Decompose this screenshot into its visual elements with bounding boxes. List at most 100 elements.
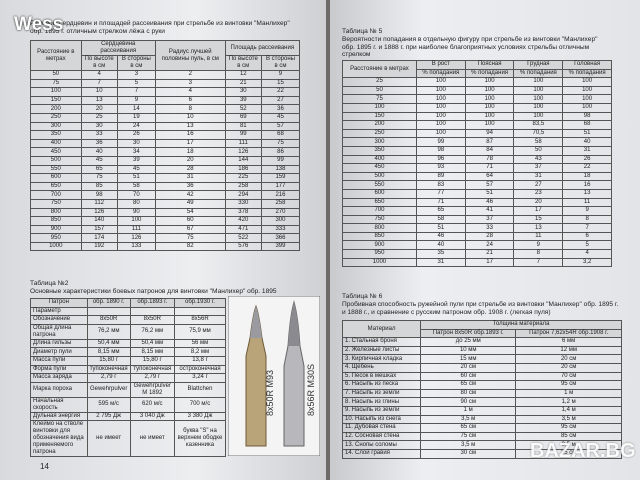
table-cell: 100 bbox=[562, 85, 612, 96]
table-cell: 300 bbox=[342, 137, 417, 147]
header: % попадания bbox=[562, 68, 612, 79]
table-cell: 68 bbox=[260, 130, 301, 140]
table-cell: 13 bbox=[154, 121, 226, 132]
table-cell: Blattchen bbox=[173, 381, 227, 398]
table-cell: 330 bbox=[224, 198, 262, 209]
table-cell: 750 bbox=[342, 214, 417, 225]
table-cell: 250 bbox=[30, 112, 82, 123]
table-row: 450 40 34 18 126 86 bbox=[30, 147, 301, 157]
table-cell: 17 bbox=[464, 257, 515, 268]
table-cell: 1000 bbox=[342, 257, 417, 268]
table-cell: 76,2 мм bbox=[129, 323, 175, 340]
table-row: Обозначение 8x50R 8x50R 8x56R bbox=[30, 315, 227, 325]
table-cell: 420 bbox=[224, 216, 262, 226]
table-row: 4. Щебень 20 см 20 см bbox=[341, 362, 622, 373]
header: % попадания bbox=[513, 68, 564, 79]
table-row: 500 89 64 31 18 bbox=[342, 171, 612, 182]
table-row: 800 51 33 13 7 bbox=[342, 223, 612, 233]
table-cell: 31 bbox=[513, 171, 564, 182]
table-cell: 400 bbox=[30, 138, 82, 149]
table-cell: 100 bbox=[464, 120, 515, 130]
table-cell: 24 bbox=[464, 240, 515, 251]
table-cell: 2 795 Дж bbox=[86, 411, 131, 422]
table-cell: 75,9 мм bbox=[173, 323, 227, 340]
table-cell: 700 м/с bbox=[173, 396, 227, 413]
table-cell: 65 bbox=[80, 164, 118, 175]
cartridge-photo: 8x50R M93 8x56R M30S bbox=[228, 296, 320, 456]
header: Толщина материала bbox=[420, 320, 622, 330]
table-cell: 1000 bbox=[30, 241, 82, 252]
table-cell: 34 bbox=[116, 147, 156, 157]
table-cell: не имеет bbox=[86, 420, 131, 458]
header: Расстояние в метрах bbox=[30, 40, 82, 71]
table-cell: 51 bbox=[415, 223, 466, 233]
table-row: 850 140 100 60 420 300 bbox=[30, 216, 301, 226]
table-cell: 1. Стальная броня bbox=[341, 337, 422, 347]
table-cell: 50 bbox=[342, 85, 417, 96]
table-cell: 144 bbox=[224, 155, 262, 166]
table-cell: Масса заряда bbox=[30, 373, 88, 383]
header: обр.1930 г. bbox=[173, 298, 227, 308]
header: обр. 1890 г. bbox=[86, 298, 131, 308]
table-cell bbox=[86, 306, 131, 317]
header: Расстояние в метрах bbox=[342, 59, 417, 79]
table-cell: 150 bbox=[342, 111, 417, 122]
cartridge-label: 8x56R M30S bbox=[306, 364, 316, 416]
table-cell: Масса пули bbox=[30, 355, 88, 366]
table-cell: 18 bbox=[154, 147, 226, 157]
table-row: 350 33 26 16 99 68 bbox=[30, 130, 301, 140]
table-cell: 50 bbox=[513, 145, 564, 156]
table-cell: 96 bbox=[415, 154, 466, 165]
table-cell: 100 bbox=[342, 102, 417, 113]
table-row: 300 30 24 13 81 57 bbox=[30, 121, 301, 132]
table-row: 10. Насыпь из снега 3,5 м 3,5 м bbox=[341, 414, 622, 425]
table-cell: 10. Насыпь из снега bbox=[341, 414, 422, 425]
table-cell: 225 bbox=[224, 173, 262, 183]
table-row: 75 100 100 100 100 bbox=[342, 94, 612, 104]
table-cell: 9 bbox=[260, 70, 301, 80]
table-row: 7. Насыпь из земли 80 см 1 м bbox=[341, 388, 622, 399]
table-cell: 700 bbox=[342, 206, 417, 216]
table-row: 600 75 51 31 225 159 bbox=[30, 173, 301, 183]
table-cell: 300 bbox=[30, 121, 82, 132]
table-cell: 200 bbox=[342, 120, 417, 130]
table-cell: 3,5 м bbox=[420, 440, 517, 450]
left-page: Размеры сердцевин и площадей рассеивания… bbox=[0, 0, 326, 480]
table-cell: Диаметр пули bbox=[30, 347, 88, 357]
table-cell: 70,5 bbox=[513, 128, 564, 139]
table-row: 100 100 100 100 100 bbox=[342, 102, 612, 113]
table-cell: 26 bbox=[116, 130, 156, 140]
table-row: 5. Песок в мешках 60 см 70 см bbox=[341, 371, 622, 382]
table-cell: 100 bbox=[513, 102, 564, 113]
table-cell: 13 bbox=[513, 223, 564, 233]
table-cell: 17 bbox=[154, 138, 226, 149]
table-title: Таблица №2 bbox=[30, 280, 69, 287]
table-cell: 250 bbox=[342, 128, 417, 139]
table-cell: 100 bbox=[415, 94, 466, 104]
table-cell: 68 bbox=[562, 120, 612, 130]
header: По высоте в см bbox=[80, 55, 118, 71]
table-cell: 100 bbox=[513, 85, 564, 96]
table-row: 800 126 90 54 378 270 bbox=[30, 207, 301, 218]
table-cell: 111 bbox=[116, 224, 156, 235]
table-cell: 100 bbox=[415, 128, 466, 139]
table-cell: 100 bbox=[464, 111, 515, 122]
table-cell: 4 bbox=[80, 70, 118, 80]
table-cell: 58 bbox=[116, 181, 156, 192]
table-cell: 8,2 мм bbox=[173, 347, 227, 357]
table-cell: 133 bbox=[116, 241, 156, 252]
table-cell: 140 bbox=[80, 216, 118, 226]
table-cell: 20 bbox=[154, 155, 226, 166]
header: Грудная bbox=[513, 60, 564, 70]
table-cell: 36 bbox=[80, 138, 118, 149]
table-cell: 100 bbox=[513, 94, 564, 104]
table-cell: 850 bbox=[342, 231, 417, 242]
table-cell: 83 bbox=[415, 180, 466, 190]
header: Головная bbox=[562, 60, 612, 70]
table-cell bbox=[173, 306, 227, 317]
table-cell: 13 bbox=[80, 95, 118, 106]
table-title: Таблица № 5 bbox=[342, 28, 383, 35]
table: Материал Толщина материала Патрон 8x50R … bbox=[341, 319, 622, 459]
table-cell: 20 bbox=[513, 197, 564, 208]
table-cell: 333 bbox=[260, 224, 301, 235]
